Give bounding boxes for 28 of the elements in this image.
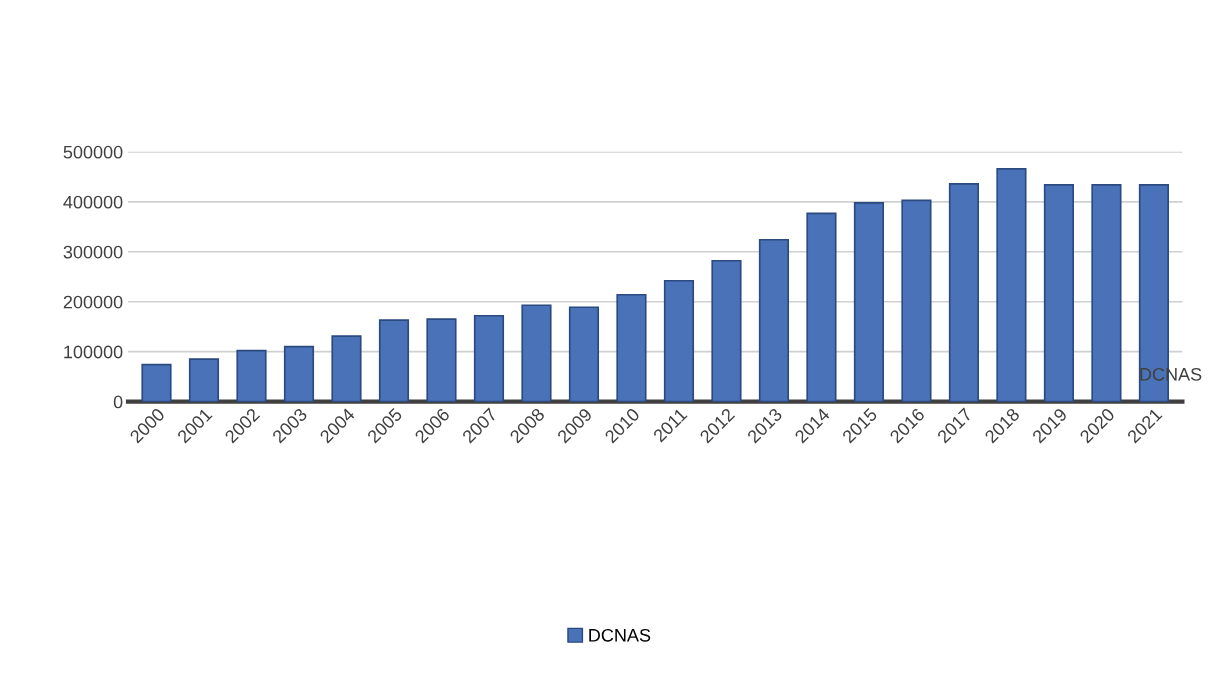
legend-label: DCNAS	[589, 628, 651, 642]
bar	[996, 168, 1027, 402]
bar	[616, 293, 647, 402]
bar	[1091, 184, 1122, 402]
bar	[331, 335, 362, 402]
bar	[948, 183, 980, 402]
y-tick-label: 0	[113, 395, 123, 409]
y-tick-label: 500000	[63, 145, 123, 159]
bar	[901, 199, 932, 402]
bar	[711, 259, 742, 402]
bar	[568, 306, 600, 402]
bar	[426, 318, 457, 402]
bar	[473, 314, 505, 402]
bar	[378, 319, 410, 402]
bar	[1043, 184, 1075, 402]
bar	[853, 201, 885, 402]
y-tick-label: 100000	[64, 345, 123, 359]
bar	[521, 304, 552, 402]
y-tick-label: 300000	[63, 245, 123, 259]
bar	[283, 345, 315, 402]
bar	[141, 363, 172, 402]
y-tick-label: 400000	[63, 195, 123, 209]
bar	[663, 279, 695, 402]
y-tick-label: 200000	[63, 295, 123, 309]
bar	[806, 212, 837, 402]
bar	[236, 349, 267, 402]
bar	[188, 358, 220, 402]
bar	[758, 238, 790, 402]
